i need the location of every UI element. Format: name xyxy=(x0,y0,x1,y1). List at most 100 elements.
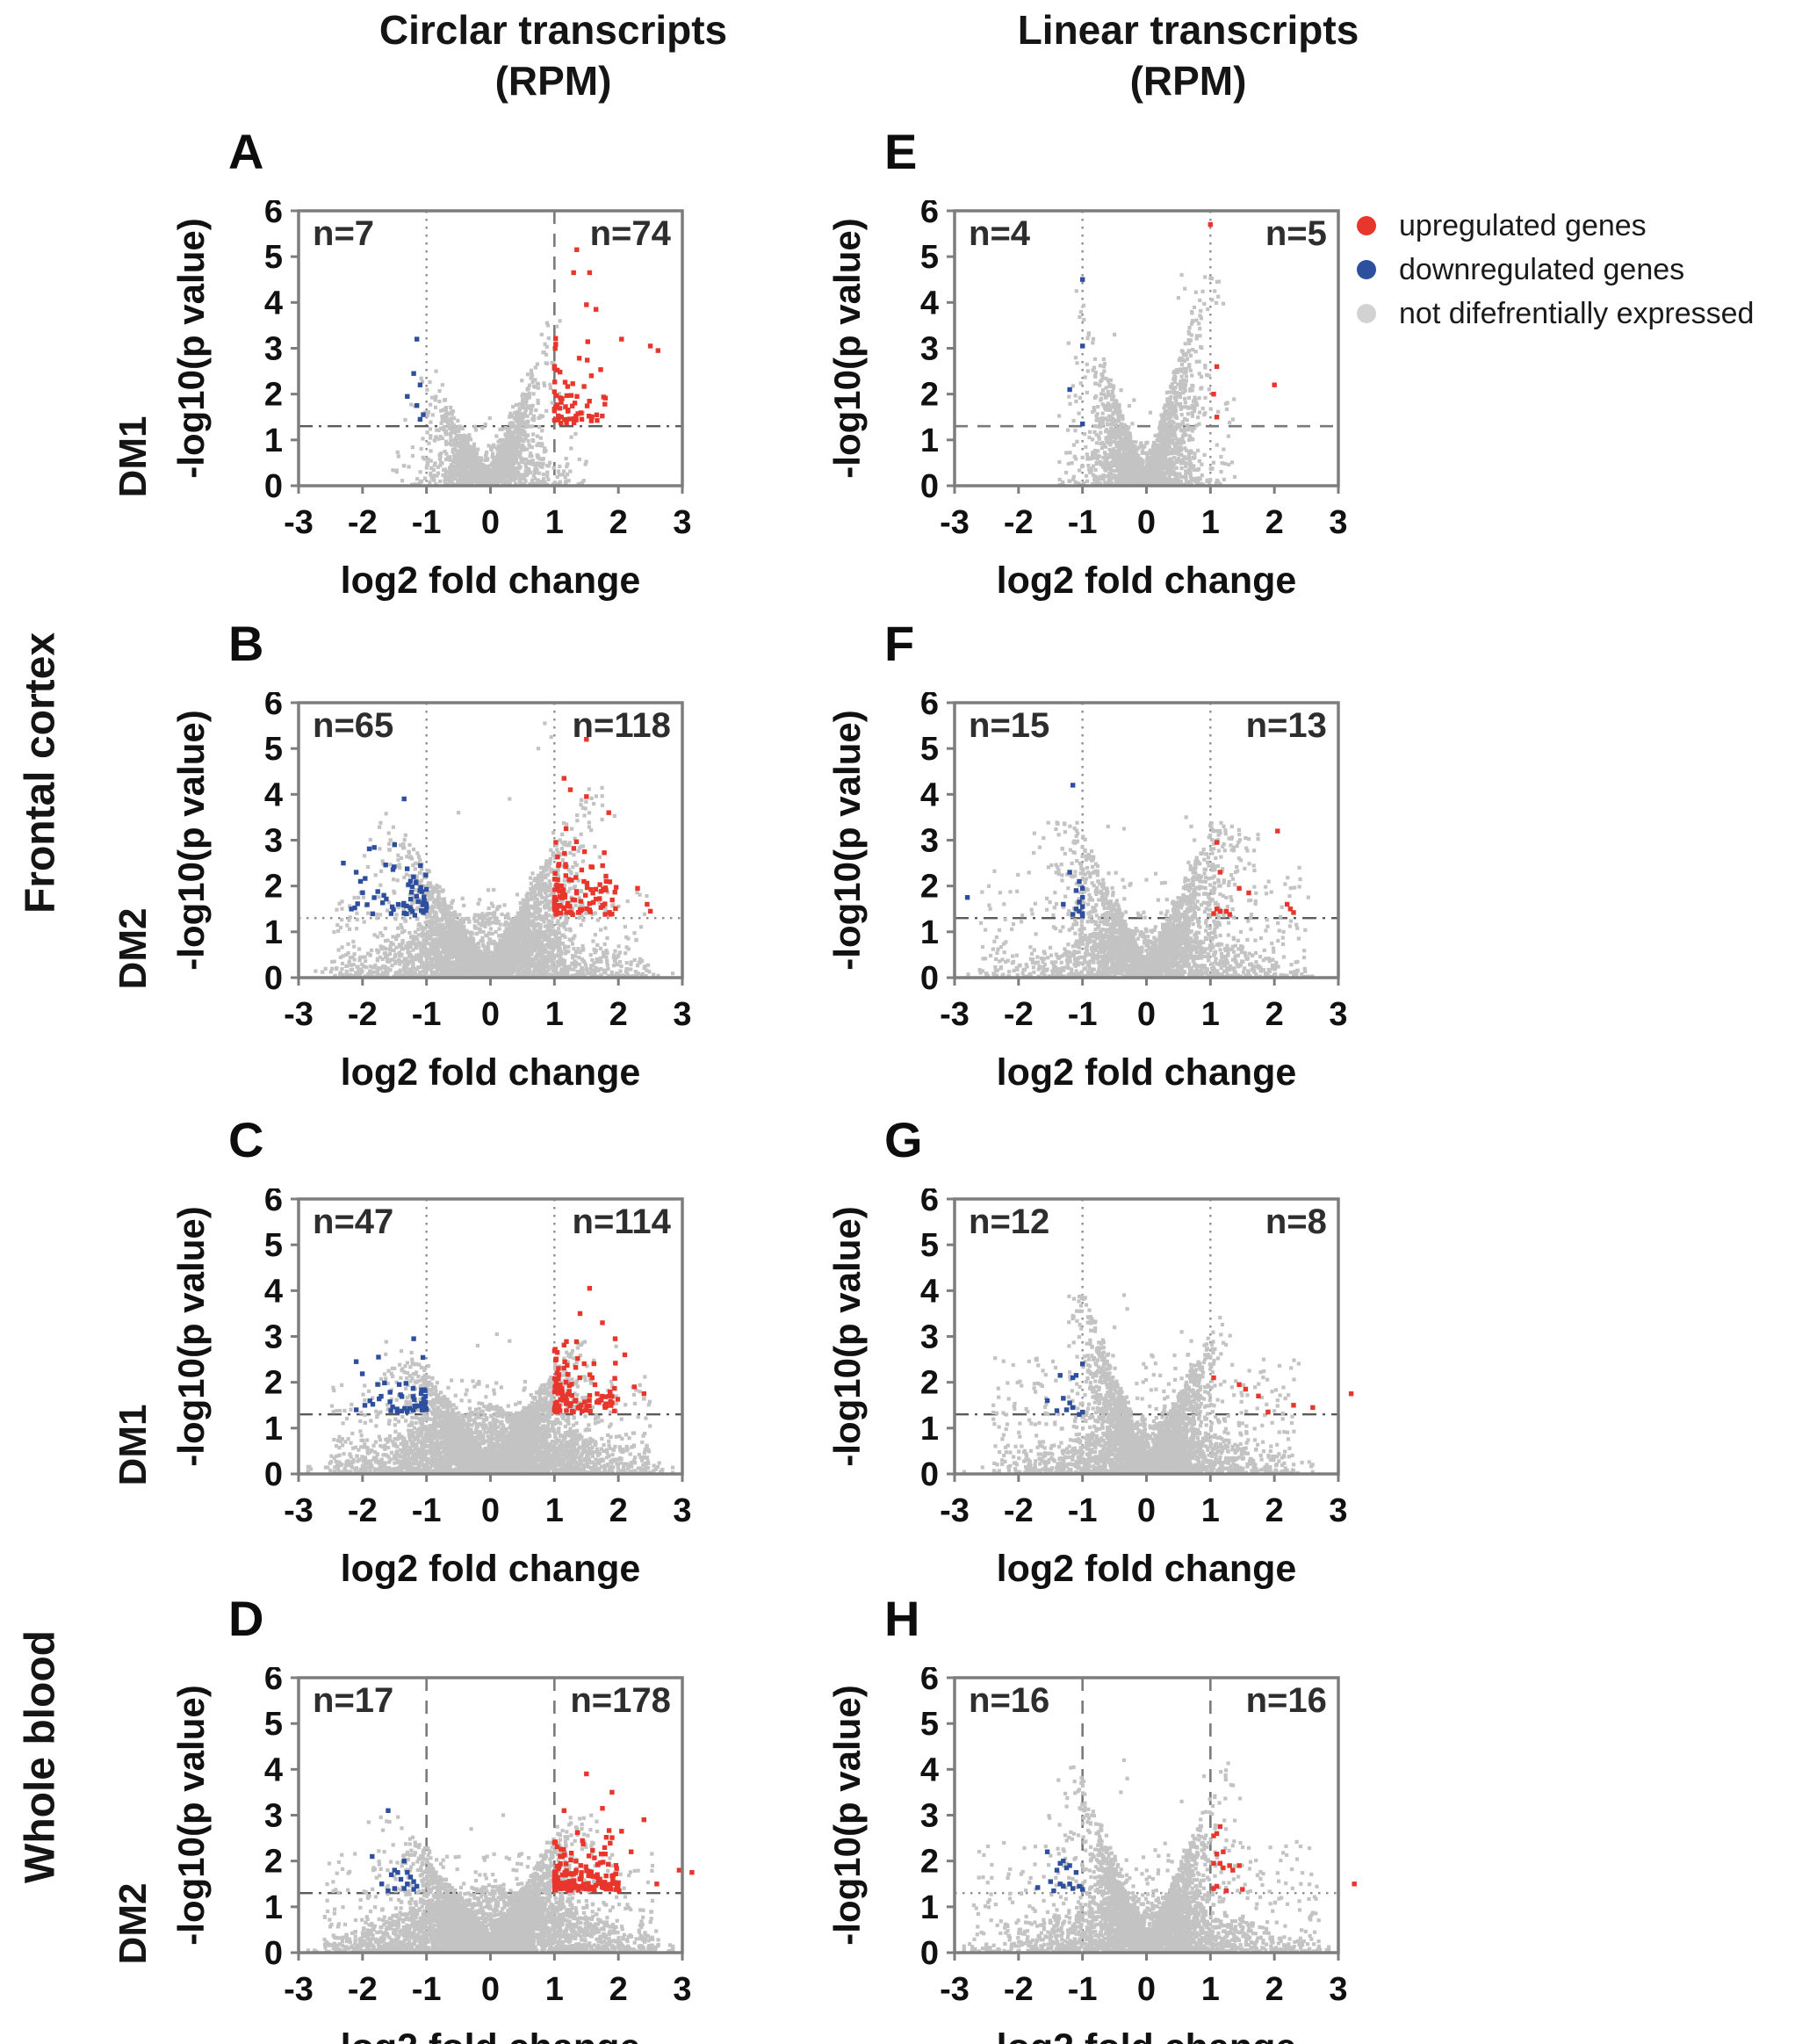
x-tick-label: -2 xyxy=(1004,504,1034,541)
y-tick-label: 6 xyxy=(920,1188,939,1218)
y-tick-label: 6 xyxy=(264,200,283,230)
y-tick-label: 1 xyxy=(264,1411,283,1448)
x-tick-label: -2 xyxy=(1004,996,1034,1033)
y-tick-label: 3 xyxy=(920,1319,939,1356)
upregulated-count-label: n=8 xyxy=(1265,1203,1327,1241)
legend: upregulated genes downregulated genes no… xyxy=(1357,204,1754,336)
x-tick-label: 2 xyxy=(1265,504,1284,541)
not-differential-points xyxy=(306,1332,675,1476)
upregulated-count-label: n=16 xyxy=(1246,1681,1327,1720)
volcano-plot-svg: -3 -2 -1 0 1 2 3 0 1 2 3 4 5 6 log2 fold change -log10(… xyxy=(826,193,1348,602)
x-tick-label: 2 xyxy=(1265,996,1284,1033)
x-tick-label: 0 xyxy=(481,996,500,1033)
y-tick-label: 6 xyxy=(920,692,939,722)
y-tick-label: 1 xyxy=(920,423,939,459)
not-differential-points xyxy=(962,1758,1331,1954)
x-tick-label: -3 xyxy=(284,1492,314,1529)
not-differential-points xyxy=(962,1293,1315,1476)
column-header-circular-line1: Circlar transcripts xyxy=(237,5,869,56)
not-differential-points xyxy=(306,1813,675,1954)
x-axis-title: log2 fold change xyxy=(997,1548,1297,1590)
legend-label-not-differential: not difefrentially expressed xyxy=(1399,297,1754,331)
not-differential-points xyxy=(1057,272,1237,488)
y-tick-label: 6 xyxy=(920,200,939,230)
x-tick-label: -3 xyxy=(940,504,970,541)
row-group-label-frontal-cortex: Frontal cortex xyxy=(17,632,65,914)
x-tick-label: 0 xyxy=(481,504,500,541)
x-axis-title: log2 fold change xyxy=(341,1051,641,1094)
legend-label-downregulated: downregulated genes xyxy=(1399,253,1684,287)
x-tick-label: -2 xyxy=(348,996,378,1033)
panel-letter-b: B xyxy=(228,615,263,672)
y-tick-label: 0 xyxy=(920,1456,939,1493)
y-tick-label: 1 xyxy=(264,1889,283,1926)
x-tick-label: 0 xyxy=(481,1492,500,1529)
x-tick-label: -3 xyxy=(940,1971,970,2008)
upregulated-points xyxy=(551,1771,695,1894)
legend-row-downregulated: downregulated genes xyxy=(1357,248,1754,292)
y-tick-label: 1 xyxy=(264,914,283,951)
y-axis-title: -log10(p value) xyxy=(170,1206,212,1466)
panel-letter-a: A xyxy=(228,123,263,180)
upregulated-count-label: n=5 xyxy=(1265,214,1327,253)
x-tick-label: -1 xyxy=(412,1492,442,1529)
y-tick-label: 2 xyxy=(264,1365,283,1402)
y-tick-label: 0 xyxy=(920,960,939,997)
volcano-panel-a: -3 -2 -1 0 1 2 3 0 1 2 3 4 5 6 log2 fold change -log10(… xyxy=(149,193,729,625)
upregulated-dot-icon xyxy=(1357,216,1376,235)
y-tick-label: 0 xyxy=(264,468,283,505)
panel-letter-d: D xyxy=(228,1590,263,1647)
downregulated-points xyxy=(341,796,429,918)
y-tick-label: 5 xyxy=(920,731,939,768)
y-tick-label: 0 xyxy=(264,1935,283,1972)
not-differential-dot-icon xyxy=(1357,304,1376,323)
y-tick-label: 2 xyxy=(920,869,939,906)
upregulated-points xyxy=(1211,1824,1357,1894)
y-tick-label: 2 xyxy=(920,1365,939,1402)
x-tick-label: -2 xyxy=(1004,1971,1034,2008)
y-tick-label: 5 xyxy=(920,239,939,276)
x-tick-label: -1 xyxy=(1068,1971,1098,2008)
x-tick-label: -3 xyxy=(940,1492,970,1529)
x-tick-label: 2 xyxy=(1265,1492,1284,1529)
y-axis-title: -log10(p value) xyxy=(826,710,868,970)
volcano-plot-svg: -3 -2 -1 0 1 2 3 0 1 2 3 4 5 6 log2 fold change -log10(… xyxy=(826,1660,1357,2044)
volcano-panel-g: -3 -2 -1 0 1 2 3 0 1 2 3 4 5 6 log2 fold change -log10(… xyxy=(805,1181,1385,1613)
upregulated-points xyxy=(1211,1375,1354,1415)
x-axis-title: log2 fold change xyxy=(997,2026,1297,2044)
y-tick-label: 5 xyxy=(264,1706,283,1743)
y-tick-label: 2 xyxy=(264,1844,283,1881)
y-axis-title: -log10(p value) xyxy=(170,1685,212,1945)
volcano-panel-e: -3 -2 -1 0 1 2 3 0 1 2 3 4 5 6 log2 fold change -log10(… xyxy=(805,193,1385,625)
upregulated-points xyxy=(551,247,660,426)
y-tick-label: 4 xyxy=(920,776,939,813)
upregulated-count-label: n=74 xyxy=(590,214,672,253)
x-tick-label: 1 xyxy=(545,1492,564,1529)
downregulated-points xyxy=(1035,1849,1085,1894)
y-axis-title: -log10(p value) xyxy=(826,1685,868,1945)
x-tick-label: 2 xyxy=(1265,1971,1284,2008)
downregulated-dot-icon xyxy=(1357,260,1376,279)
x-tick-label: -2 xyxy=(348,504,378,541)
y-tick-label: 3 xyxy=(264,823,283,860)
y-axis-title: -log10(p value) xyxy=(826,218,868,478)
legend-row-not-differential: not difefrentially expressed xyxy=(1357,292,1754,336)
x-tick-label: 2 xyxy=(609,996,628,1033)
y-tick-label: 0 xyxy=(264,960,283,997)
y-tick-label: 1 xyxy=(920,1411,939,1448)
downregulated-count-label: n=4 xyxy=(969,214,1031,253)
y-tick-label: 2 xyxy=(264,869,283,906)
x-tick-label: 0 xyxy=(1137,1492,1156,1529)
volcano-plot-svg: -3 -2 -1 0 1 2 3 0 1 2 3 4 5 6 log2 fold change -log10(… xyxy=(170,1660,695,2044)
y-tick-label: 3 xyxy=(920,823,939,860)
y-tick-label: 3 xyxy=(264,331,283,368)
x-tick-label: 3 xyxy=(673,1971,691,2008)
x-axis-title: log2 fold change xyxy=(341,560,641,602)
x-tick-label: 3 xyxy=(673,504,691,541)
legend-label-upregulated: upregulated genes xyxy=(1399,209,1647,243)
upregulated-count-label: n=114 xyxy=(573,1203,672,1241)
downregulated-count-label: n=15 xyxy=(969,706,1049,745)
row-group-label-whole-blood: Whole blood xyxy=(17,1630,65,1883)
y-tick-label: 4 xyxy=(264,776,283,813)
volcano-plot-svg: -3 -2 -1 0 1 2 3 0 1 2 3 4 5 6 log2 fold change -log10(… xyxy=(826,685,1348,1094)
